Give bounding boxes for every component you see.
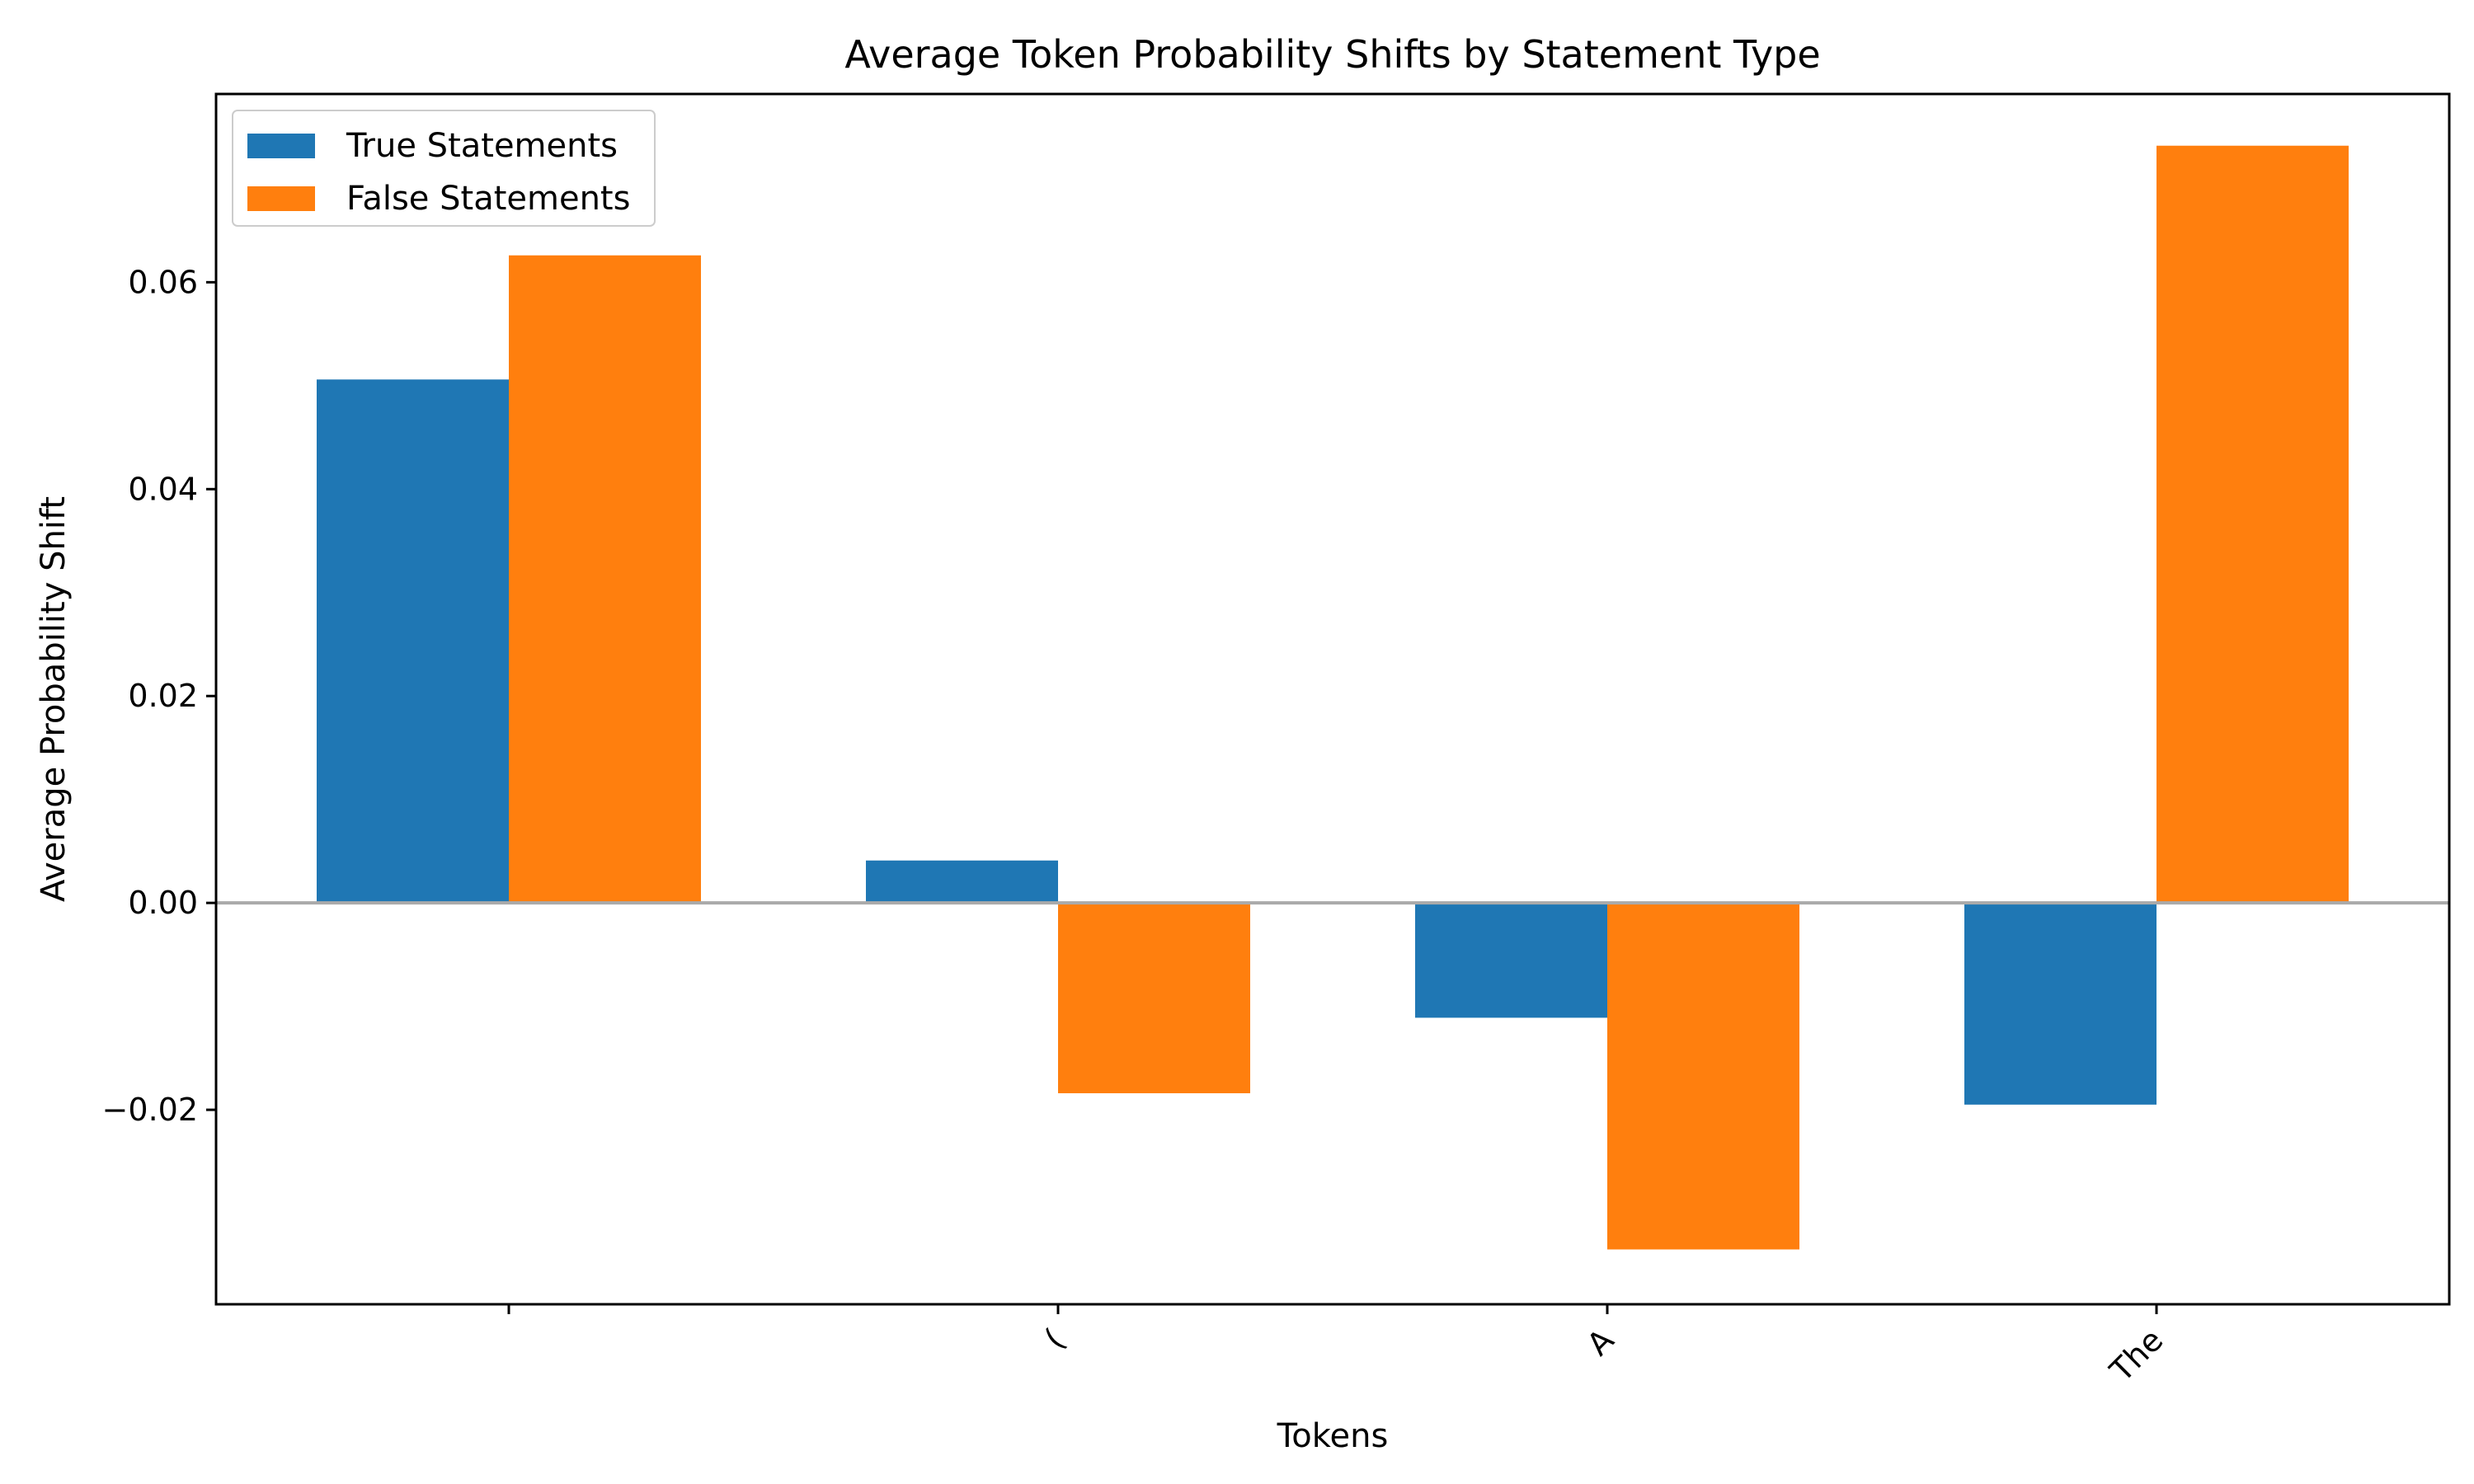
bar-false-2 (1607, 903, 1799, 1250)
chart-title: Average Token Probability Shifts by Stat… (844, 32, 1820, 77)
y-tick-label: 0.06 (128, 264, 198, 300)
legend-swatch-false (247, 186, 315, 211)
y-tick-label: 0.02 (128, 678, 198, 714)
legend-swatch-true (247, 134, 315, 158)
y-axis-label: Average Probability Shift (35, 496, 73, 902)
bar-true-3 (1964, 903, 2157, 1105)
plot-frame (214, 92, 2451, 1306)
bar-false-1 (1058, 903, 1250, 1094)
bar-false-0 (509, 255, 701, 904)
bar-true-0 (317, 379, 509, 904)
y-tick-label: 0.00 (128, 885, 198, 921)
x-axis-label: Tokens (1277, 1417, 1389, 1455)
legend-label-true: True Statements (346, 127, 618, 165)
bar-true-1 (866, 860, 1058, 904)
bar-false-3 (2157, 145, 2349, 904)
bar-true-2 (1415, 903, 1607, 1018)
legend-label-false: False Statements (346, 180, 630, 218)
y-tick-label: −0.02 (102, 1092, 198, 1128)
legend-box (232, 110, 656, 227)
y-tick-label: 0.04 (128, 471, 198, 507)
